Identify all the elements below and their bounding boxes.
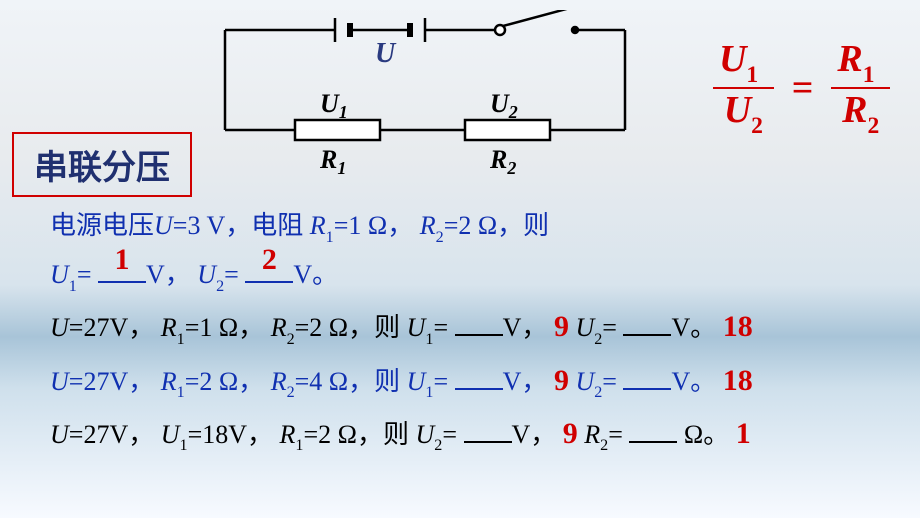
blank-u2: 2 xyxy=(245,257,293,283)
blank-l2-u2 xyxy=(623,310,671,336)
blank-l3-u2 xyxy=(623,364,671,390)
blank-l4-u2 xyxy=(464,417,512,443)
line4: U=27V， U1=18V， R1=2 Ω，则 U2= V， 9 R2= Ω。 … xyxy=(50,411,870,458)
ans-l2-1: 9 xyxy=(554,310,569,343)
u1-label: U1 xyxy=(320,89,348,122)
blank-u1: 1 xyxy=(98,257,146,283)
blank-l2-u1 xyxy=(455,310,503,336)
fraction-right: R1 R2 xyxy=(831,40,890,137)
equals: = xyxy=(788,66,818,110)
source-label: U xyxy=(375,38,397,69)
slide: U U1 R1 U2 R2 串联分压 U1 U2 = R1 R2 电源电压U=3… xyxy=(0,0,920,518)
line3: U=27V， R1=2 Ω， R2=4 Ω，则 U1= V， 9 U2= V。 … xyxy=(50,358,870,405)
circuit-diagram: U U1 R1 U2 R2 xyxy=(215,10,635,170)
ans-l4-1: 9 xyxy=(563,417,578,450)
title-box: 串联分压 xyxy=(12,132,192,197)
ans-l4-2: 1 xyxy=(736,417,751,450)
r2-label: R2 xyxy=(489,145,516,178)
problem-lines: 电源电压U=3 V，电阻 R1=1 Ω， R2=2 Ω，则 U1= 1V， U2… xyxy=(50,200,870,464)
r1-label: R1 xyxy=(319,145,346,178)
circuit-svg: U U1 R1 U2 R2 xyxy=(215,10,635,180)
blank-l4-r2 xyxy=(629,417,677,443)
ans-l3-2: 18 xyxy=(723,364,753,397)
line2: U=27V， R1=1 Ω， R2=2 Ω，则 U1= V， 9 U2= V。 … xyxy=(50,304,870,351)
u2-label: U2 xyxy=(490,89,518,122)
line1b: U1= 1V， U2= 2V。 xyxy=(50,255,870,298)
ans-l3-1: 9 xyxy=(554,364,569,397)
ans-l2-2: 18 xyxy=(723,310,753,343)
line1a: 电源电压U=3 V，电阻 R1=1 Ω， R2=2 Ω，则 xyxy=(50,206,870,249)
voltage-divider-formula: U1 U2 = R1 R2 xyxy=(713,40,890,137)
fraction-left: U1 U2 xyxy=(713,40,774,137)
blank-l3-u1 xyxy=(455,364,503,390)
